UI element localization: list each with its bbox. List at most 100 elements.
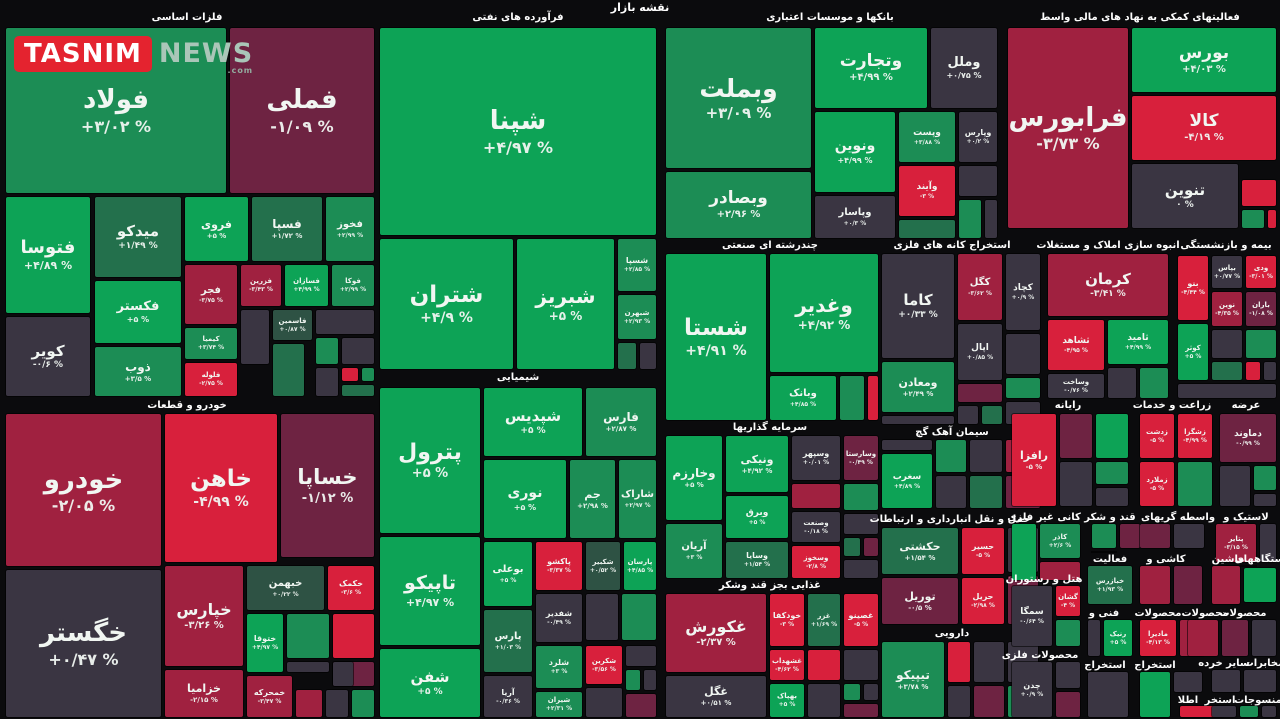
filler-tile[interactable] xyxy=(342,368,358,381)
tile-ثامید[interactable]: ثامید +۴/۹۹ % xyxy=(1108,320,1168,364)
filler-tile[interactable] xyxy=(1252,620,1276,656)
tile-ذوب[interactable]: ذوب +۳/۵ % xyxy=(95,347,181,396)
tile-سمگا[interactable]: سمگا -۰/۶۴ % xyxy=(1012,586,1052,646)
filler-tile[interactable] xyxy=(974,686,1004,717)
filler-tile[interactable] xyxy=(936,440,966,472)
filler-tile[interactable] xyxy=(1140,524,1170,548)
filler-tile[interactable] xyxy=(241,310,269,364)
tile-وپست[interactable]: وپست +۳/۸۸ % xyxy=(899,112,955,162)
filler-tile[interactable] xyxy=(844,560,878,578)
filler-tile[interactable] xyxy=(959,200,981,238)
filler-tile[interactable] xyxy=(982,406,1002,424)
filler-tile[interactable] xyxy=(1254,466,1276,490)
tile-خساپا[interactable]: خساپا -۱/۱۲ % xyxy=(281,414,374,557)
filler-tile[interactable] xyxy=(844,704,878,717)
filler-tile[interactable] xyxy=(287,662,329,672)
tile-مادیرا[interactable]: مادیرا -۴/۱۳ % xyxy=(1140,620,1176,656)
filler-tile[interactable] xyxy=(586,688,622,717)
tile-فکستر[interactable]: فکستر +۵ % xyxy=(95,281,181,343)
filler-tile[interactable] xyxy=(1178,384,1276,398)
filler-tile[interactable] xyxy=(626,670,640,690)
filler-tile[interactable] xyxy=(1212,566,1240,604)
tile-پارس[interactable]: پارس +۱/۰۳ % xyxy=(484,610,532,672)
filler-tile[interactable] xyxy=(844,538,860,556)
filler-tile[interactable] xyxy=(1108,368,1136,398)
filler-tile[interactable] xyxy=(1268,210,1276,228)
tile-وساخت[interactable]: وساخت -۰/۷۶ % xyxy=(1048,374,1104,398)
tile-شیران[interactable]: شیران +۲/۳۱ % xyxy=(536,692,582,717)
filler-tile[interactable] xyxy=(1246,330,1276,358)
filler-tile[interactable] xyxy=(342,338,374,364)
filler-tile[interactable] xyxy=(864,538,878,556)
tile-بنو[interactable]: بنو -۴/۴۴ % xyxy=(1178,256,1208,320)
tile-کویر[interactable]: کویر -۰/۶ % xyxy=(6,317,90,396)
filler-tile[interactable] xyxy=(273,344,304,396)
filler-tile[interactable] xyxy=(1220,466,1250,506)
filler-tile[interactable] xyxy=(844,650,878,680)
filler-tile[interactable] xyxy=(808,650,840,680)
tile-غصینو[interactable]: غصینو -۵ % xyxy=(844,594,878,646)
tile-ودی[interactable]: ودی -۳/۰۱ % xyxy=(1246,256,1276,288)
tile-تاپیکو[interactable]: تاپیکو +۴/۹۷ % xyxy=(380,537,480,645)
tile-خگستر[interactable]: خگستر +۰/۴۷ % xyxy=(6,570,161,717)
tile-کاما[interactable]: کاما +۰/۳۳ % xyxy=(882,254,954,358)
filler-tile[interactable] xyxy=(1056,620,1080,646)
tile-کگل[interactable]: کگل -۳/۶۲ % xyxy=(958,254,1002,320)
filler-tile[interactable] xyxy=(296,690,322,717)
filler-tile[interactable] xyxy=(1060,462,1092,506)
tile-زملارد[interactable]: زملارد -۵ % xyxy=(1140,462,1174,506)
tile-پارسان[interactable]: پارسان +۴/۸۵ % xyxy=(624,542,656,590)
tile-شسپا[interactable]: شسپا +۲/۸۵ % xyxy=(618,239,656,291)
tile-حسیر[interactable]: حسیر -۵ % xyxy=(962,528,1004,574)
tile-دماوند[interactable]: دماوند -۰/۹۹ % xyxy=(1220,414,1276,462)
tile-ومعادن[interactable]: ومعادن +۲/۴۹ % xyxy=(882,362,954,412)
filler-tile[interactable] xyxy=(333,662,353,686)
tile-جم[interactable]: جم +۲/۹۸ % xyxy=(570,460,615,538)
tile-زشگزا[interactable]: زشگزا -۴/۹۹ % xyxy=(1178,414,1212,458)
filler-tile[interactable] xyxy=(1096,462,1128,484)
filler-tile[interactable] xyxy=(1056,662,1080,688)
tile-تنوین[interactable]: تنوین ۰ % xyxy=(1132,164,1238,228)
tile-شستا[interactable]: شستا +۴/۹۱ % xyxy=(666,254,766,420)
tile-وخارزم[interactable]: وخارزم +۵ % xyxy=(666,436,722,520)
filler-tile[interactable] xyxy=(958,384,1002,402)
tile-وسایا[interactable]: وسایا +۱/۵۴ % xyxy=(726,542,788,578)
tile-کالا[interactable]: کالا -۴/۱۹ % xyxy=(1132,96,1276,160)
filler-tile[interactable] xyxy=(644,670,656,690)
tile-شفن[interactable]: شفن +۵ % xyxy=(380,649,480,717)
filler-tile[interactable] xyxy=(1092,524,1116,548)
tile-رافزا[interactable]: رافزا -۵ % xyxy=(1012,414,1056,506)
filler-tile[interactable] xyxy=(1088,672,1128,717)
tile-غزر[interactable]: غزر +۱/۶۹ % xyxy=(808,594,840,646)
filler-tile[interactable] xyxy=(1244,568,1276,602)
tile-رنیک[interactable]: رنیک +۵ % xyxy=(1104,620,1132,656)
filler-tile[interactable] xyxy=(1264,362,1276,380)
tile-فسازان[interactable]: فسازان +۴/۹۹ % xyxy=(285,265,328,306)
tile-شپنا[interactable]: شپنا +۴/۹۷ % xyxy=(380,28,656,235)
tile-وسخوز[interactable]: وسخوز -۲/۸ % xyxy=(792,546,840,578)
tile-وآیند[interactable]: وآیند -۳ % xyxy=(899,166,955,216)
tile-وملل[interactable]: وملل +۰/۷۵ % xyxy=(931,28,997,108)
filler-tile[interactable] xyxy=(586,594,618,640)
tile-بهپاک[interactable]: بهپاک +۵ % xyxy=(770,684,804,717)
tile-وبانک[interactable]: وبانک +۴/۸۵ % xyxy=(770,376,836,420)
tile-فجر[interactable]: فجر -۳/۷۵ % xyxy=(185,265,237,324)
tile-فرابورس[interactable]: فرابورس -۳/۷۳ % xyxy=(1008,28,1128,228)
tile-فارس[interactable]: فارس +۲/۸۷ % xyxy=(586,388,656,456)
tile-کرمان[interactable]: کرمان -۳/۴۱ % xyxy=(1048,254,1168,316)
filler-tile[interactable] xyxy=(1120,524,1140,548)
tile-خمحرکه[interactable]: خمحرکه -۳/۴۷ % xyxy=(247,676,292,717)
filler-tile[interactable] xyxy=(1212,706,1236,717)
tile-فسپا[interactable]: فسپا +۱/۷۲ % xyxy=(252,197,322,261)
tile-خکمک[interactable]: خکمک -۳/۶ % xyxy=(328,566,374,610)
tile-توریل[interactable]: توریل -۰/۵ % xyxy=(882,578,958,624)
tile-کیمیا[interactable]: کیمیا +۳/۷۴ % xyxy=(185,328,237,359)
filler-tile[interactable] xyxy=(1242,210,1264,228)
tile-فوکا[interactable]: فوکا +۲/۹۹ % xyxy=(332,265,374,306)
filler-tile[interactable] xyxy=(1240,706,1258,717)
filler-tile[interactable] xyxy=(1012,524,1036,580)
filler-tile[interactable] xyxy=(936,476,966,508)
tile-فلوله[interactable]: فلوله -۲/۷۵ % xyxy=(185,363,237,396)
filler-tile[interactable] xyxy=(959,166,997,196)
tile-پترول[interactable]: پترول +۵ % xyxy=(380,388,480,533)
